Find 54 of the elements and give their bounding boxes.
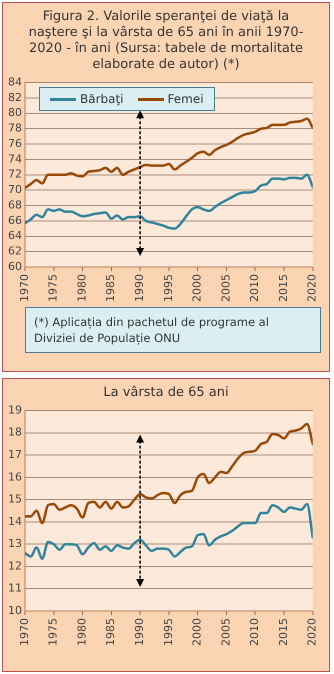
line-series (24, 502, 313, 560)
y-tick-label: 76 (8, 136, 22, 150)
y-tick-label: 14 (8, 514, 22, 528)
y-tick-label: 84 (8, 75, 22, 88)
y-tick-label: 82 (8, 90, 22, 104)
x-tick-label: 1970 (18, 274, 31, 302)
x-tick-label: 1970 (18, 618, 31, 646)
y-tick-label: 18 (8, 426, 22, 439)
x-tick-label: 2015 (276, 618, 290, 646)
x-tick-label: 2020 (306, 618, 319, 646)
y-tick-label: 60 (8, 260, 22, 273)
y-tick-label: 66 (8, 214, 22, 227)
line-series (24, 174, 313, 230)
y-tick-label: 15 (8, 492, 22, 506)
y-tick-label: 72 (8, 168, 22, 181)
y-tick-label: 12 (8, 559, 22, 572)
x-tick-label: 2015 (276, 274, 290, 302)
x-tick-label: 1995 (162, 618, 175, 646)
x-tick-label: 2010 (248, 618, 262, 646)
y-tick-label: 78 (8, 122, 22, 135)
x-tick-label: 1975 (46, 274, 60, 302)
y-tick-label: 17 (8, 448, 22, 461)
y-tick-label: 68 (8, 198, 22, 212)
y-tick-label: 16 (8, 470, 22, 484)
x-tick-label: 1985 (104, 274, 118, 302)
y-tick-label: 80 (8, 106, 22, 120)
x-tick-label: 1985 (104, 618, 118, 646)
text: (*) Aplicația din pachetul de programe al Diviziei de Populație ONU (25, 307, 321, 353)
x-tick-label: 1995 (162, 274, 175, 302)
line-series (24, 422, 313, 524)
x-tick-label: 1980 (75, 618, 88, 646)
x-tick-label: 2000 (190, 274, 204, 302)
y-tick-label: 10 (8, 604, 22, 617)
x-tick-label: 2000 (190, 618, 204, 646)
x-tick-label: 1990 (132, 618, 146, 646)
chart-title: La vârsta de 65 ani (102, 384, 230, 401)
y-tick-label: 62 (8, 244, 22, 258)
y-tick-label: 13 (8, 537, 22, 550)
chart-title: Figura 2. Valorile speranţei de viaţă la naştere şi la vârsta de 65 ani în anii 1970-2020 - în ani (Sursa: tabele de mortalitate elaborate de autor) (*) (28, 8, 304, 73)
y-tick-label: 64 (8, 229, 22, 242)
legend-label: Bărbaţi (78, 92, 124, 106)
y-tick-label: 11 (8, 582, 22, 595)
x-tick-label: 1990 (132, 274, 146, 302)
x-tick-label: 2005 (219, 618, 232, 646)
x-tick-label: 2010 (248, 274, 262, 302)
y-tick-label: 74 (8, 152, 22, 166)
x-tick-label: 1975 (46, 618, 60, 646)
x-tick-label: 2020 (306, 274, 319, 302)
legend-label: Femei (166, 92, 204, 106)
x-tick-label: 1980 (75, 274, 88, 302)
y-tick-label: 70 (8, 183, 22, 196)
y-tick-label: 19 (8, 403, 22, 416)
x-tick-label: 2005 (219, 274, 232, 302)
line-series (24, 117, 313, 190)
